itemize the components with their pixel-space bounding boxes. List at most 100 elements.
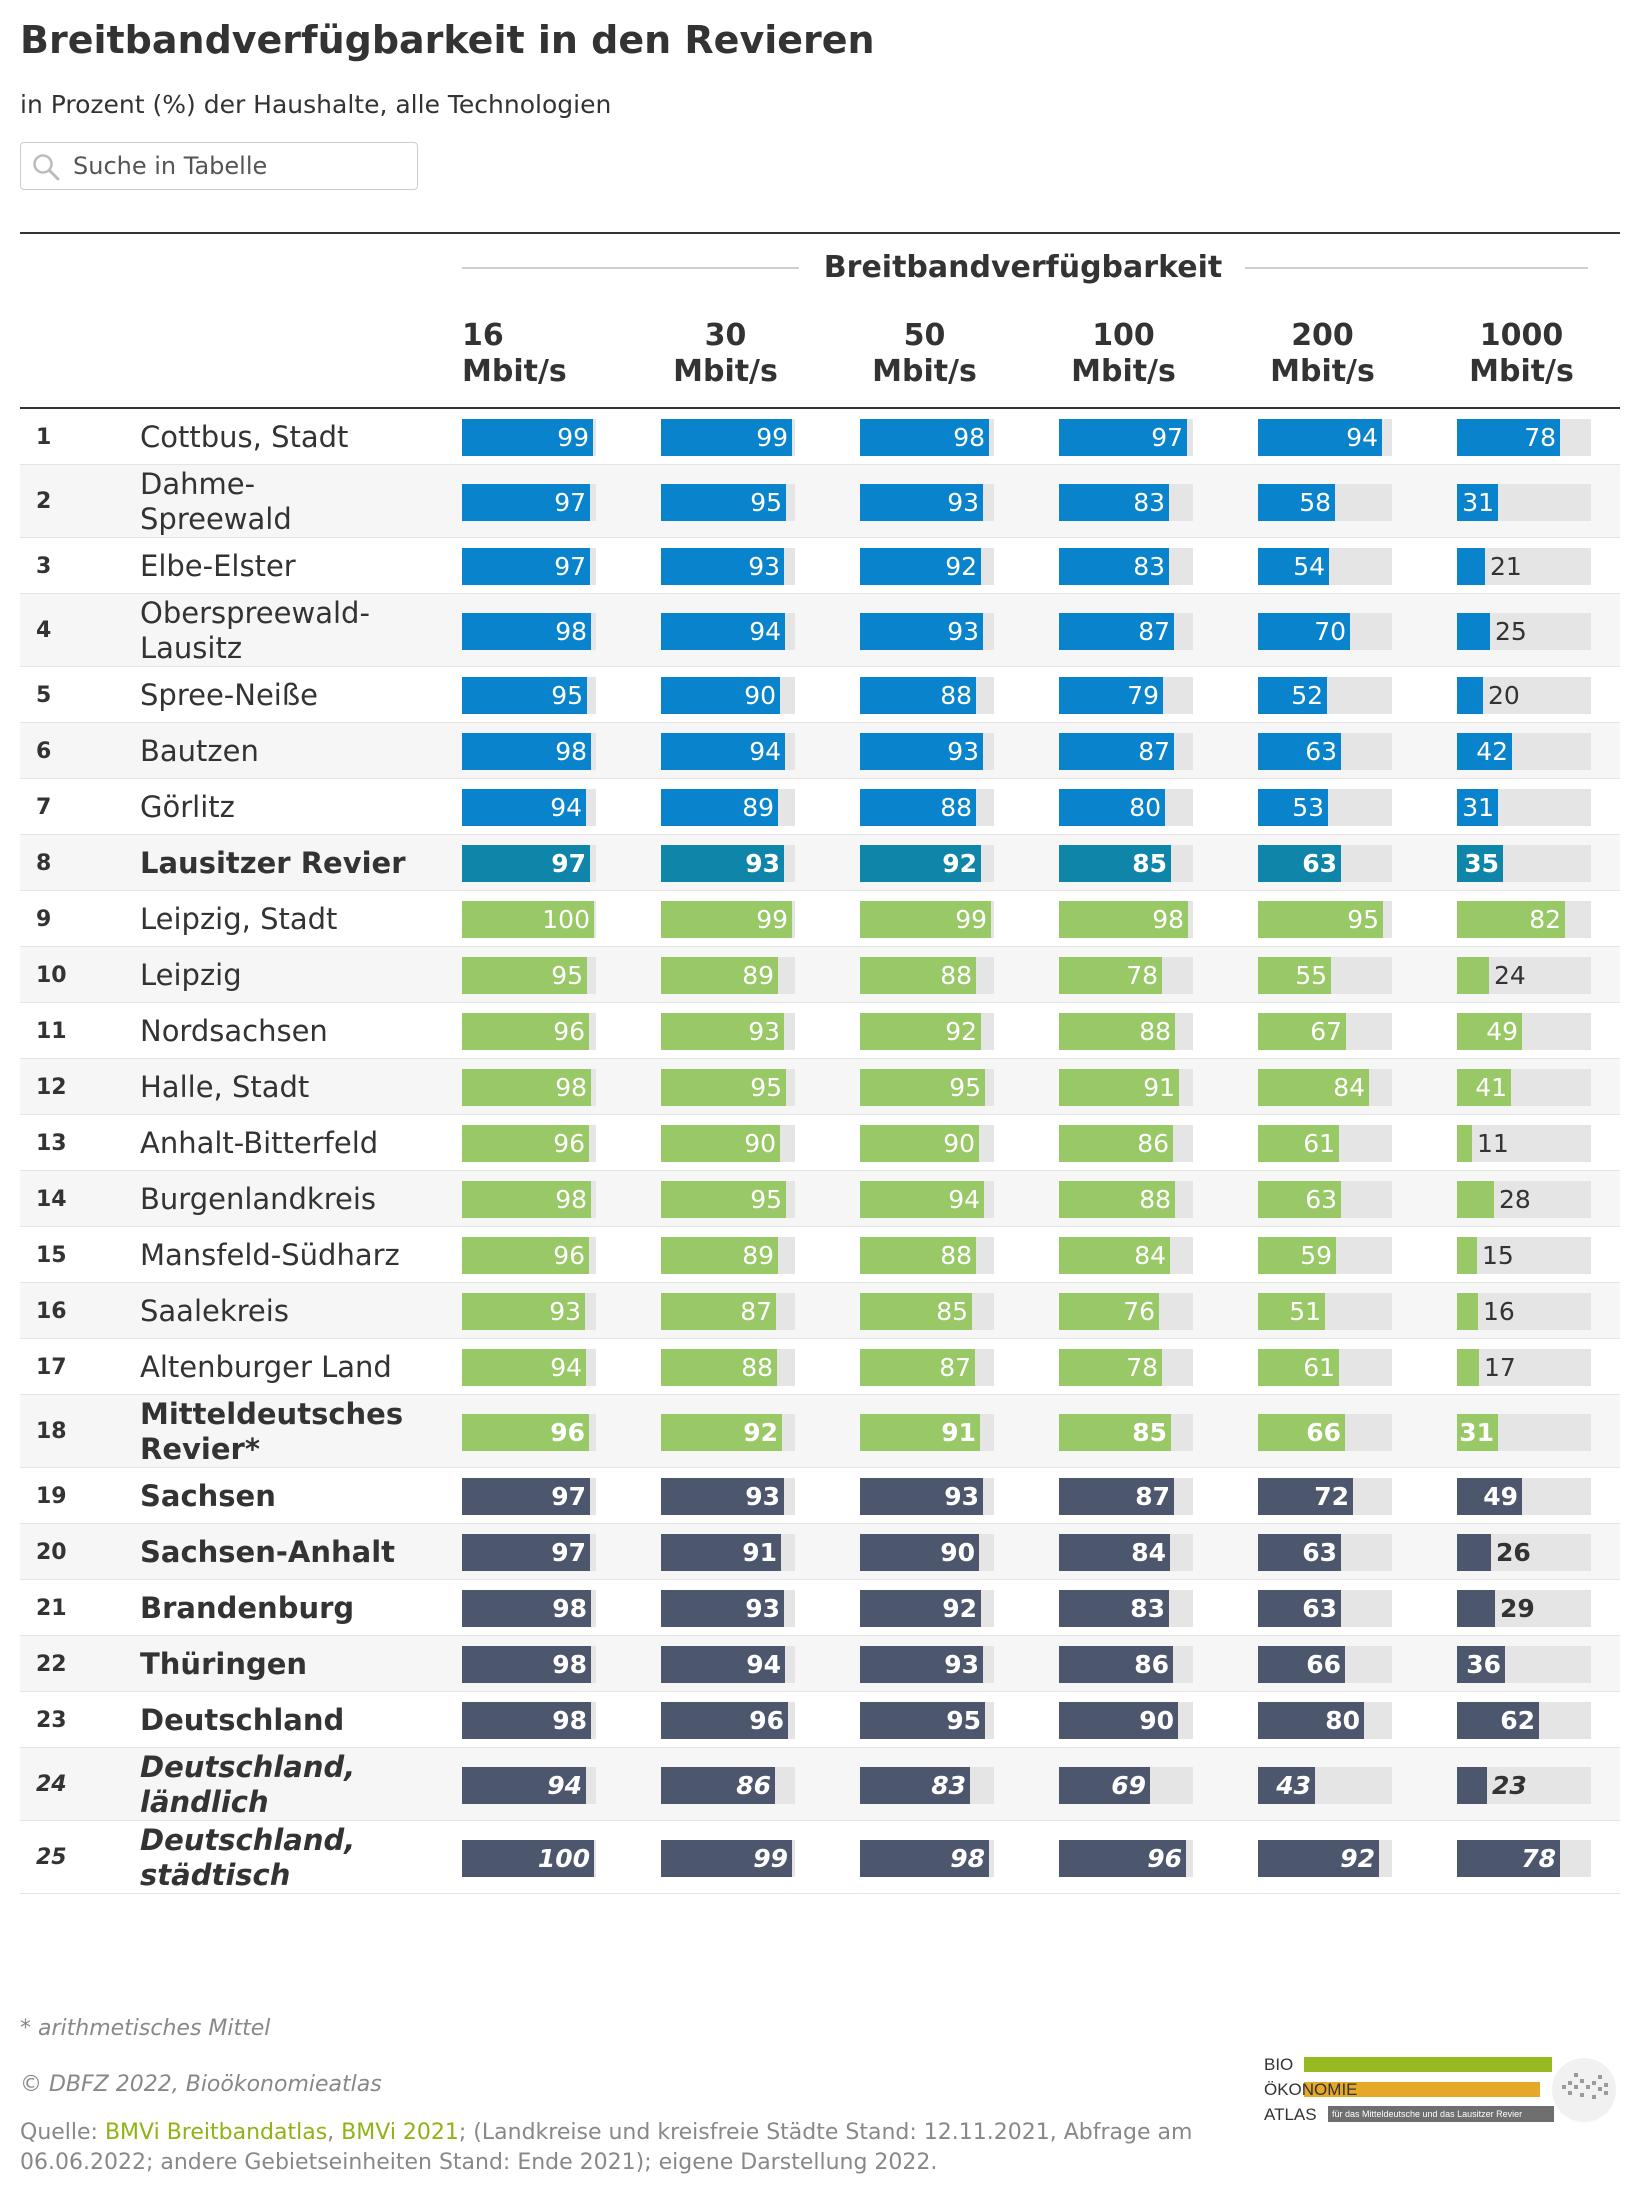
bar-value-label: 91 — [742, 1538, 777, 1567]
bar-track: 70 — [1258, 612, 1392, 650]
row-rank: 1 — [36, 424, 52, 450]
row-divider — [20, 666, 1620, 667]
table-row: 3 Elbe-Elster 97 93 92 83 54 21 — [20, 538, 1620, 594]
search-box[interactable] — [20, 142, 418, 190]
group-header-line-left — [462, 267, 799, 269]
row-label: Nordsachsen — [140, 1013, 328, 1048]
bar-track: 94 — [661, 612, 795, 650]
bar-track: 76 — [1059, 1293, 1193, 1330]
bar-track: 98 — [860, 1839, 994, 1877]
bar-fill — [1457, 483, 1498, 521]
row-rank: 3 — [36, 553, 52, 579]
row-rank: 23 — [36, 1707, 67, 1733]
table-row: 20 Sachsen-Anhalt 97 91 90 84 63 26 — [20, 1524, 1620, 1580]
bar-value-label: 86 — [1137, 1129, 1169, 1158]
bar-track: 93 — [860, 1646, 994, 1683]
bar-fill — [860, 1237, 976, 1274]
search-input[interactable] — [73, 143, 409, 189]
row-rank: 4 — [36, 618, 52, 643]
bar-fill — [860, 1293, 972, 1330]
bar-value-label: 31 — [1459, 1417, 1494, 1447]
row-label: Bautzen — [140, 733, 259, 768]
bar-fill — [661, 1646, 785, 1683]
logo-text-atlas: ATLAS — [1264, 2105, 1317, 2124]
row-divider — [20, 1170, 1620, 1171]
bar-track: 84 — [1258, 1069, 1392, 1106]
row-rank: 5 — [36, 682, 52, 708]
bar-track: 90 — [661, 677, 795, 714]
bar-value-label: 24 — [1494, 961, 1526, 990]
bar-track: 93 — [462, 1293, 596, 1330]
bar-fill — [661, 483, 786, 521]
column-header-unit: Mbit/s — [462, 354, 567, 389]
bar-value-label: 80 — [1325, 1706, 1360, 1735]
source-link-breitbandatlas[interactable]: BMVi Breitbandatlas — [104, 2120, 328, 2145]
bar-fill — [1457, 1293, 1478, 1330]
column-header-30[interactable]: 30 Mbit/s — [626, 318, 825, 390]
bar-value-label: 85 — [936, 1297, 968, 1326]
bar-fill — [1059, 1839, 1186, 1877]
bar-fill — [462, 1702, 591, 1739]
column-header-100[interactable]: 100 Mbit/s — [1024, 318, 1223, 390]
bar-track: 98 — [462, 1181, 596, 1218]
bar-track: 94 — [661, 1646, 795, 1683]
bar-value-label: 90 — [744, 1129, 776, 1158]
bar-fill — [462, 957, 587, 994]
column-header-50[interactable]: 50 Mbit/s — [825, 318, 1024, 390]
bar-fill — [661, 901, 792, 938]
bar-track: 97 — [462, 1534, 596, 1571]
table-row: 6 Bautzen 98 94 93 87 63 42 — [20, 723, 1620, 779]
bar-value-label: 95 — [1347, 905, 1379, 934]
bar-value-label: 98 — [555, 616, 587, 646]
bar-fill — [661, 845, 784, 882]
column-header-unit: Mbit/s — [1071, 354, 1176, 389]
table-row: 12 Halle, Stadt 98 95 95 91 84 41 — [20, 1059, 1620, 1115]
bar-value-label: 42 — [1476, 737, 1508, 766]
row-divider — [20, 1394, 1620, 1395]
bar-value-label: 70 — [1314, 616, 1346, 646]
bar-track: 99 — [462, 419, 596, 456]
bar-value-label: 96 — [553, 1017, 585, 1046]
bar-fill — [860, 1590, 981, 1627]
bar-fill — [1059, 1413, 1171, 1451]
bar-track: 78 — [1059, 957, 1193, 994]
logo-text-bio: BIO — [1264, 2055, 1293, 2074]
bar-fill — [1059, 733, 1174, 770]
bar-track: 35 — [1457, 845, 1591, 882]
bar-fill — [1457, 1590, 1495, 1627]
row-label-line: Deutschland, — [140, 1822, 356, 1857]
bar-fill — [1059, 483, 1169, 521]
bar-fill — [661, 1478, 784, 1515]
bar-track: 97 — [1059, 419, 1193, 456]
bar-value-label: 87 — [740, 1297, 772, 1326]
row-label: Lausitzer Revier — [140, 845, 406, 880]
bar-value-label: 97 — [551, 1538, 586, 1567]
bar-fill — [860, 1702, 985, 1739]
bar-track: 31 — [1457, 789, 1591, 826]
bar-fill — [860, 1069, 985, 1106]
bar-track: 87 — [860, 1349, 994, 1386]
row-divider — [20, 1226, 1620, 1227]
table-row: 9 Leipzig, Stadt 100 99 99 98 95 82 — [20, 891, 1620, 947]
bar-value-label: 98 — [555, 1185, 587, 1214]
bar-track: 98 — [462, 733, 596, 770]
bar-value-label: 82 — [1529, 905, 1561, 934]
bar-track: 93 — [860, 733, 994, 770]
source-link-bmvi[interactable]: BMVi 2021 — [341, 2120, 459, 2145]
table-row: 19 Sachsen 97 93 93 87 72 49 — [20, 1468, 1620, 1524]
column-header-16[interactable]: 16 Mbit/s — [462, 318, 661, 390]
bar-track: 98 — [462, 1590, 596, 1627]
bar-track: 92 — [860, 548, 994, 585]
bar-fill — [1059, 957, 1162, 994]
bar-fill — [1258, 1237, 1336, 1274]
bar-value-label: 95 — [949, 1073, 981, 1102]
bar-track: 86 — [1059, 1125, 1193, 1162]
bar-fill — [860, 1534, 979, 1571]
bar-fill — [1059, 901, 1188, 938]
column-header-200[interactable]: 200 Mbit/s — [1223, 318, 1422, 390]
bar-fill — [1258, 677, 1327, 714]
bar-track: 97 — [462, 845, 596, 882]
bar-value-label: 88 — [1139, 1185, 1171, 1214]
column-header-1000[interactable]: 1000 Mbit/s — [1422, 318, 1621, 390]
bar-value-label: 88 — [741, 1353, 773, 1382]
